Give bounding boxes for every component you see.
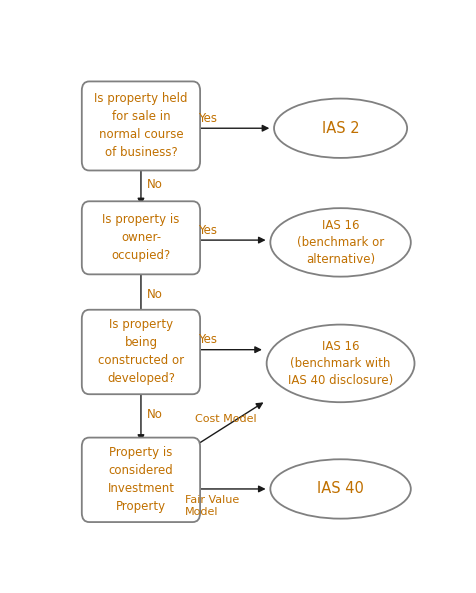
Text: IAS 40: IAS 40	[317, 482, 363, 496]
Text: IAS 16
(benchmark or
alternative): IAS 16 (benchmark or alternative)	[297, 219, 383, 266]
Text: No: No	[146, 408, 162, 421]
Text: Property is
considered
Investment
Property: Property is considered Investment Proper…	[107, 447, 174, 514]
Text: Yes: Yes	[198, 112, 217, 125]
Ellipse shape	[270, 208, 410, 276]
Ellipse shape	[266, 324, 414, 402]
Text: Fair Value
Model: Fair Value Model	[184, 495, 238, 517]
Text: Is property
being
constructed or
developed?: Is property being constructed or develop…	[98, 318, 184, 385]
FancyBboxPatch shape	[81, 201, 200, 275]
Text: Yes: Yes	[198, 333, 217, 346]
Text: Is property held
for sale in
normal course
of business?: Is property held for sale in normal cour…	[94, 93, 188, 160]
Text: No: No	[146, 288, 162, 301]
Ellipse shape	[273, 98, 406, 158]
Text: Cost Model: Cost Model	[194, 414, 256, 423]
Text: No: No	[146, 178, 162, 191]
FancyBboxPatch shape	[81, 81, 200, 170]
Ellipse shape	[270, 459, 410, 519]
Text: Yes: Yes	[198, 224, 217, 237]
FancyBboxPatch shape	[81, 438, 200, 522]
Text: IAS 2: IAS 2	[321, 121, 358, 136]
Text: IAS 16
(benchmark with
IAS 40 disclosure): IAS 16 (benchmark with IAS 40 disclosure…	[288, 340, 392, 387]
Text: Is property is
owner-
occupied?: Is property is owner- occupied?	[102, 213, 179, 262]
FancyBboxPatch shape	[81, 310, 200, 394]
